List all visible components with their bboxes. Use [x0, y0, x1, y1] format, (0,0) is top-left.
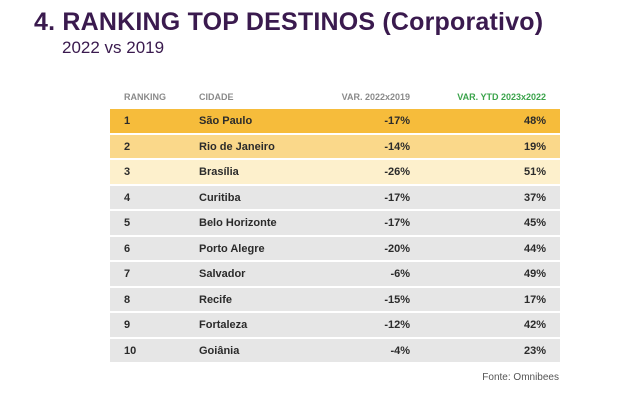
cell-rank: 8	[124, 293, 131, 306]
cell-var: -17%	[384, 217, 410, 229]
cell-var: -15%	[384, 293, 410, 306]
header-var-2022x2019: VAR. 2022x2019	[341, 92, 410, 102]
cell-ytd: 37%	[523, 191, 546, 204]
page-title: 4. RANKING TOP DESTINOS (Corporativo)	[34, 8, 544, 36]
cell-rank: 3	[124, 166, 131, 178]
cell-city: Salvador	[199, 268, 246, 280]
table-row: 2 Rio de Janeiro -14% 19%	[110, 134, 560, 158]
table-row: 7 Salvador -6% 49%	[110, 262, 560, 286]
cell-var: -17%	[384, 191, 410, 204]
cell-city: São Paulo	[199, 115, 253, 127]
table-row: 9 Fortaleza -12% 42%	[110, 313, 560, 337]
cell-city: Brasília	[199, 166, 239, 178]
cell-var: -4%	[390, 344, 410, 357]
cell-city: Porto Alegre	[199, 242, 265, 255]
table-row: 10 Goiânia -4% 23%	[110, 338, 560, 362]
header-var-ytd-2023x2022: VAR. YTD 2023x2022	[457, 92, 546, 102]
header-city: CIDADE	[199, 92, 234, 102]
cell-rank: 10	[124, 344, 137, 357]
cell-ytd: 45%	[523, 217, 546, 229]
cell-rank: 2	[124, 140, 131, 153]
ranking-table: RANKING CIDADE VAR. 2022x2019 VAR. YTD 2…	[110, 89, 560, 364]
cell-ytd: 19%	[523, 140, 546, 153]
cell-rank: 9	[124, 319, 131, 331]
cell-city: Belo Horizonte	[199, 217, 277, 229]
source-note: Fonte: Omnibees	[482, 372, 559, 383]
cell-city: Goiânia	[199, 344, 240, 357]
cell-ytd: 44%	[523, 242, 546, 255]
table-row: 5 Belo Horizonte -17% 45%	[110, 211, 560, 235]
cell-ytd: 49%	[523, 268, 546, 280]
cell-var: -17%	[384, 115, 410, 127]
cell-var: -26%	[384, 166, 410, 178]
cell-ytd: 51%	[523, 166, 546, 178]
cell-ytd: 23%	[523, 344, 546, 357]
table-row: 8 Recife -15% 17%	[110, 287, 560, 311]
page-subtitle: 2022 vs 2019	[62, 38, 165, 57]
table-header: RANKING CIDADE VAR. 2022x2019 VAR. YTD 2…	[110, 89, 560, 109]
header-rank: RANKING	[124, 92, 166, 102]
table-row: 4 Curitiba -17% 37%	[110, 185, 560, 209]
cell-rank: 4	[124, 191, 131, 204]
cell-ytd: 42%	[523, 319, 546, 331]
cell-var: -20%	[384, 242, 410, 255]
cell-city: Fortaleza	[199, 319, 248, 331]
cell-city: Recife	[199, 293, 233, 306]
cell-var: -6%	[390, 268, 410, 280]
cell-rank: 7	[124, 268, 131, 280]
cell-var: -12%	[384, 319, 410, 331]
cell-ytd: 17%	[523, 293, 546, 306]
cell-rank: 1	[124, 115, 131, 127]
cell-rank: 6	[124, 242, 131, 255]
table-row: 6 Porto Alegre -20% 44%	[110, 236, 560, 260]
cell-rank: 5	[124, 217, 131, 229]
cell-city: Rio de Janeiro	[199, 140, 275, 153]
cell-var: -14%	[384, 140, 410, 153]
cell-city: Curitiba	[199, 191, 241, 204]
cell-ytd: 48%	[523, 115, 546, 127]
table-row: 1 São Paulo -17% 48%	[110, 109, 560, 133]
table-row: 3 Brasília -26% 51%	[110, 160, 560, 184]
